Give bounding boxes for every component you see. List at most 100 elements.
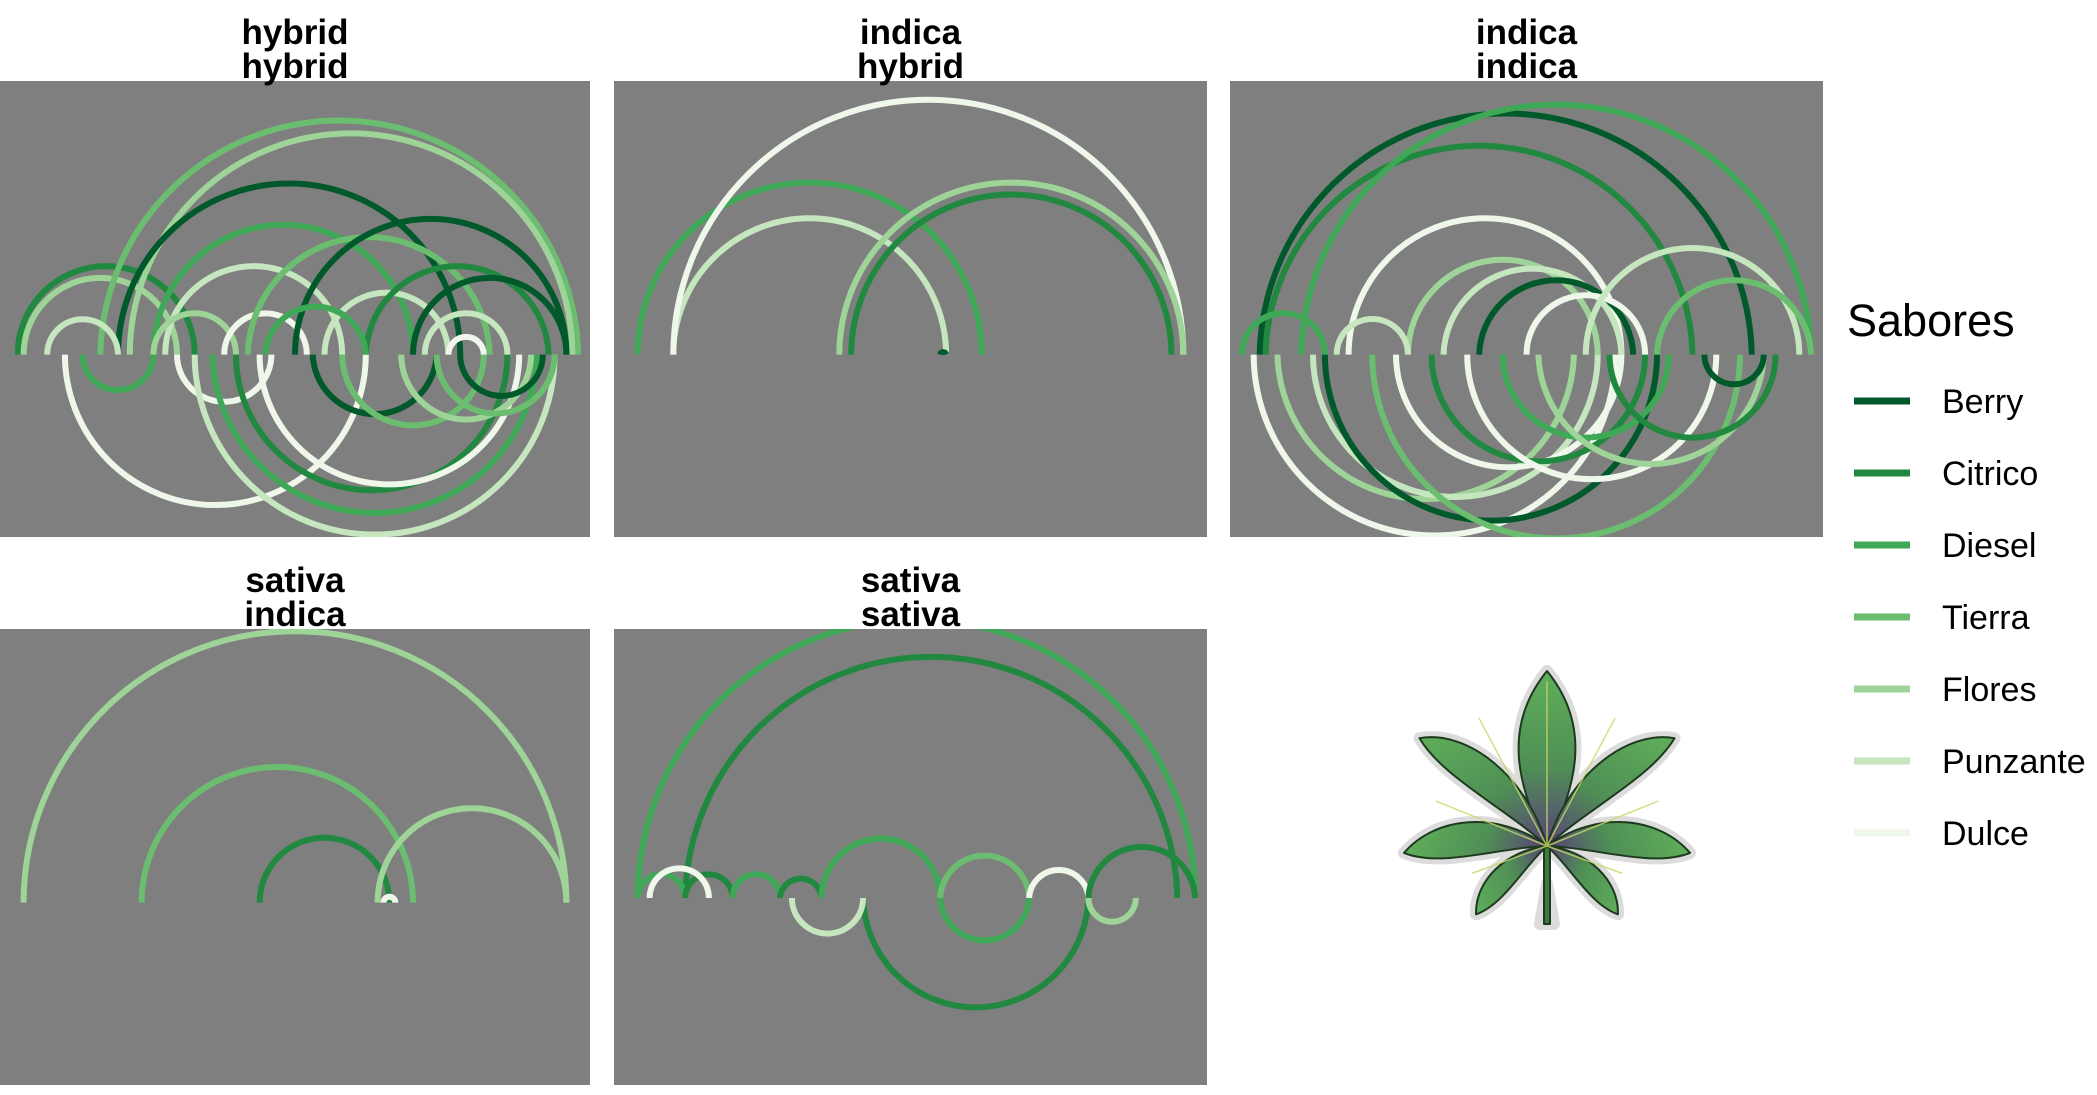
arc-link-tierra	[97, 117, 582, 355]
strip-label: sativa	[861, 595, 961, 634]
arc-group	[14, 117, 582, 537]
arc-link-punzante	[1333, 316, 1411, 355]
arc-link-citrico	[860, 897, 1092, 1011]
arc-link-citrico	[1606, 354, 1779, 441]
arc-link-flores	[374, 805, 570, 903]
arc-link-flores	[836, 179, 1187, 355]
legend: Sabores Berry Citrico Diesel Tierra Flores Pu…	[1847, 295, 2086, 853]
arc-link-citrico	[682, 871, 736, 899]
legend-item: Berry	[1854, 383, 2023, 421]
arc-link-diesel	[634, 629, 1199, 899]
arc-group	[20, 629, 570, 904]
arc-link-berry	[1256, 110, 1755, 355]
strip-label: indica	[244, 595, 346, 634]
arc-link-dulce	[445, 333, 487, 355]
arc-link-diesel	[818, 835, 944, 899]
strip-label: hybrid	[857, 47, 964, 86]
strip-label: hybrid	[242, 47, 349, 86]
arc-link-flores	[398, 354, 534, 423]
arc-link-punzante	[670, 215, 950, 355]
arc-link-diesel	[209, 354, 540, 516]
arc-link-tierra	[937, 852, 1033, 899]
arc-link-punzante	[321, 289, 452, 355]
arc-link-diesel	[937, 897, 1033, 944]
arc-link-flores	[1404, 256, 1601, 355]
arc-link-diesel	[634, 179, 985, 355]
strip-label: indica	[860, 13, 962, 52]
arc-link-punzante	[1582, 244, 1803, 355]
legend-label: Citrico	[1942, 455, 2038, 493]
legend-title: Sabores	[1847, 295, 2015, 346]
arc-link-citrico	[1428, 354, 1649, 465]
legend-item: Punzante	[1854, 743, 2086, 781]
arc-group	[634, 96, 1187, 356]
arc-link-tierra	[433, 354, 558, 417]
arc-link-berry	[457, 354, 546, 399]
legend-item: Dulce	[1854, 815, 2029, 853]
legend-label: Dulce	[1942, 815, 2029, 853]
cannabis-leaf-icon	[1397, 665, 1697, 930]
arc-link-flores	[1535, 354, 1767, 467]
panel-background	[614, 81, 1207, 537]
arc-link-berry	[1321, 354, 1660, 524]
arc-link-citrico	[1262, 142, 1696, 355]
strip-label: indica	[1476, 47, 1578, 86]
legend-items: Berry Citrico Diesel Tierra Flores Punzante Du…	[1854, 383, 2086, 853]
arc-link-dulce	[1523, 292, 1649, 355]
arc-link-dulce	[646, 865, 712, 899]
arc-link-dulce	[670, 96, 1187, 355]
arc-link-dulce	[221, 310, 310, 355]
legend-item: Citrico	[1854, 455, 2038, 493]
arc-link-tierra	[1654, 277, 1815, 355]
arc-link-diesel	[1499, 354, 1672, 441]
arc-link-berry	[292, 215, 570, 355]
arc-link-citrico	[682, 653, 1181, 899]
arc-link-punzante	[1440, 265, 1625, 355]
legend-item: Diesel	[1854, 527, 2036, 565]
legend-label: Berry	[1942, 383, 2023, 421]
arc-link-citrico	[1085, 843, 1199, 899]
legend-label: Punzante	[1942, 743, 2086, 781]
arc-link-diesel	[729, 871, 783, 899]
panel-background	[614, 629, 1207, 1085]
arc-link-citrico	[848, 191, 1175, 355]
legend-label: Tierra	[1942, 599, 2030, 637]
panel-background	[0, 629, 590, 1085]
strip-label: sativa	[245, 561, 345, 600]
arc-group	[1238, 101, 1815, 537]
arc-group	[634, 629, 1199, 1011]
legend-item: Flores	[1854, 671, 2036, 709]
arc-link-flores	[150, 310, 239, 355]
strip-label: sativa	[861, 561, 961, 600]
arc-link-berry	[410, 274, 570, 355]
arc-link-punzante	[421, 310, 511, 355]
arc-link-diesel	[79, 354, 157, 393]
legend-label: Diesel	[1942, 527, 2036, 565]
arc-link-punzante	[788, 897, 867, 937]
legend-item: Tierra	[1854, 599, 2030, 637]
facet-panels: hybridhybridindicahybridindicaindicasati…	[0, 13, 1823, 1085]
arc-link-berry	[1476, 277, 1637, 355]
arc-link-flores	[1085, 897, 1139, 925]
arc-link-diesel	[262, 303, 369, 355]
arc-link-flores	[1274, 354, 1577, 503]
arc-link-punzante	[162, 263, 346, 355]
arc-link-flores	[20, 629, 570, 903]
arc-link-diesel	[1298, 101, 1815, 355]
arc-link-dulce	[380, 893, 399, 904]
arc-link-berry	[1701, 354, 1767, 388]
arc-link-citrico	[362, 263, 552, 355]
arc-link-dulce	[174, 354, 275, 405]
arc-link-diesel	[1238, 310, 1328, 355]
arc-link-punzante	[191, 354, 558, 537]
arc-link-berry	[937, 349, 950, 356]
arc-link-punzante	[1310, 354, 1601, 500]
arc-link-punzante	[44, 316, 121, 355]
arc-link-dulce	[1464, 354, 1720, 483]
